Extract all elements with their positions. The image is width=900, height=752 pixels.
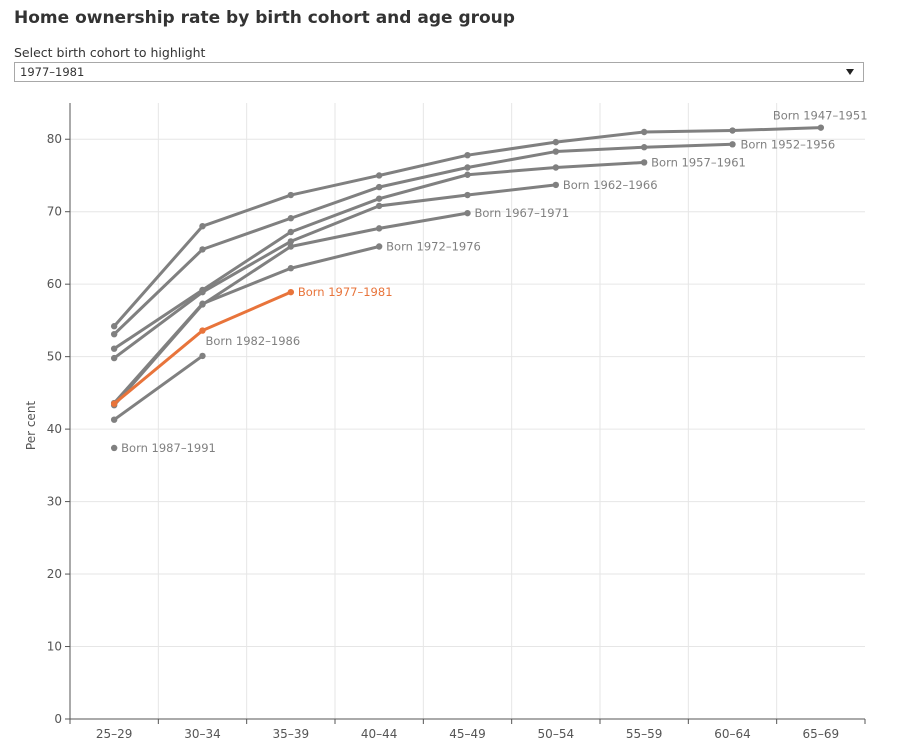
data-point[interactable] <box>464 164 471 171</box>
cohort-select-value: 1977–1981 <box>20 65 85 79</box>
y-tick-label: 10 <box>47 640 62 654</box>
data-point[interactable] <box>110 416 118 423</box>
data-point[interactable] <box>287 191 295 199</box>
y-axis-label: Per cent <box>24 401 38 451</box>
y-tick-label: 40 <box>47 422 62 436</box>
x-tick-label: 50–54 <box>538 727 575 741</box>
data-point[interactable] <box>375 195 383 202</box>
x-tick-label: 25–29 <box>96 727 133 741</box>
series-label: Born 1962–1966 <box>563 178 658 192</box>
data-point[interactable] <box>287 215 295 222</box>
x-tick-label: 30–34 <box>184 727 221 741</box>
series-label: Born 1987–1991 <box>121 441 216 455</box>
y-tick-label: 0 <box>54 712 62 726</box>
data-point[interactable] <box>375 225 383 232</box>
data-point[interactable] <box>729 141 736 148</box>
data-point[interactable] <box>199 223 206 230</box>
series-label: Born 1967–1971 <box>475 206 570 220</box>
data-point[interactable] <box>552 148 560 155</box>
series-line <box>112 244 381 405</box>
data-point[interactable] <box>110 330 118 338</box>
series-label: Born 1977–1981 <box>298 285 393 299</box>
data-point[interactable] <box>110 444 118 452</box>
y-tick-label: 30 <box>47 495 62 509</box>
data-point[interactable] <box>199 246 206 253</box>
data-point[interactable] <box>199 352 206 360</box>
data-point[interactable] <box>464 151 471 159</box>
series-label: Born 1982–1986 <box>206 334 301 348</box>
data-point[interactable] <box>640 128 648 136</box>
data-point[interactable] <box>287 265 295 272</box>
data-point[interactable] <box>817 124 825 131</box>
x-tick-label: 65–69 <box>803 727 840 741</box>
data-point[interactable] <box>199 288 206 296</box>
data-point[interactable] <box>375 243 383 250</box>
data-point[interactable] <box>110 323 118 330</box>
series-line <box>112 354 204 422</box>
data-point[interactable] <box>552 164 560 171</box>
data-point[interactable] <box>552 138 560 146</box>
data-point[interactable] <box>729 127 736 134</box>
y-tick-label: 50 <box>47 350 62 364</box>
data-point[interactable] <box>199 327 206 334</box>
data-point[interactable] <box>375 202 383 210</box>
y-tick-label: 80 <box>47 132 62 146</box>
x-tick-label: 60–64 <box>714 727 751 741</box>
data-point[interactable] <box>287 288 295 296</box>
data-point[interactable] <box>375 183 383 191</box>
data-point[interactable] <box>287 238 295 245</box>
data-point[interactable] <box>199 300 206 307</box>
data-point[interactable] <box>464 171 471 178</box>
series-line <box>112 183 558 360</box>
series-label: Born 1952–1956 <box>741 137 836 151</box>
cohort-filter-label: Select birth cohort to highlight <box>14 45 206 60</box>
series-line <box>112 142 734 336</box>
data-point[interactable] <box>552 181 560 189</box>
data-point[interactable] <box>640 159 648 166</box>
data-point[interactable] <box>464 209 471 217</box>
x-tick-label: 40–44 <box>361 727 398 741</box>
data-point[interactable] <box>375 172 383 179</box>
data-point[interactable] <box>110 354 118 362</box>
x-tick-label: 35–39 <box>273 727 310 741</box>
y-tick-label: 70 <box>47 205 62 219</box>
y-tick-label: 60 <box>47 277 62 291</box>
data-point[interactable] <box>287 228 295 236</box>
chevron-down-icon[interactable] <box>846 69 854 75</box>
cohort-select[interactable]: 1977–1981 <box>14 62 864 82</box>
series-label: Born 1947–1951 <box>773 109 868 123</box>
series-label: Born 1957–1961 <box>651 155 746 169</box>
chart-title: Home ownership rate by birth cohort and … <box>14 8 515 28</box>
data-point[interactable] <box>287 243 295 250</box>
data-point[interactable] <box>640 144 648 151</box>
data-point[interactable] <box>110 345 118 352</box>
data-point[interactable] <box>464 191 471 199</box>
x-tick-label: 55–59 <box>626 727 663 741</box>
series-label: Born 1972–1976 <box>386 239 481 253</box>
y-tick-label: 20 <box>47 567 62 581</box>
x-tick-label: 45–49 <box>449 727 486 741</box>
data-point[interactable] <box>110 400 118 407</box>
